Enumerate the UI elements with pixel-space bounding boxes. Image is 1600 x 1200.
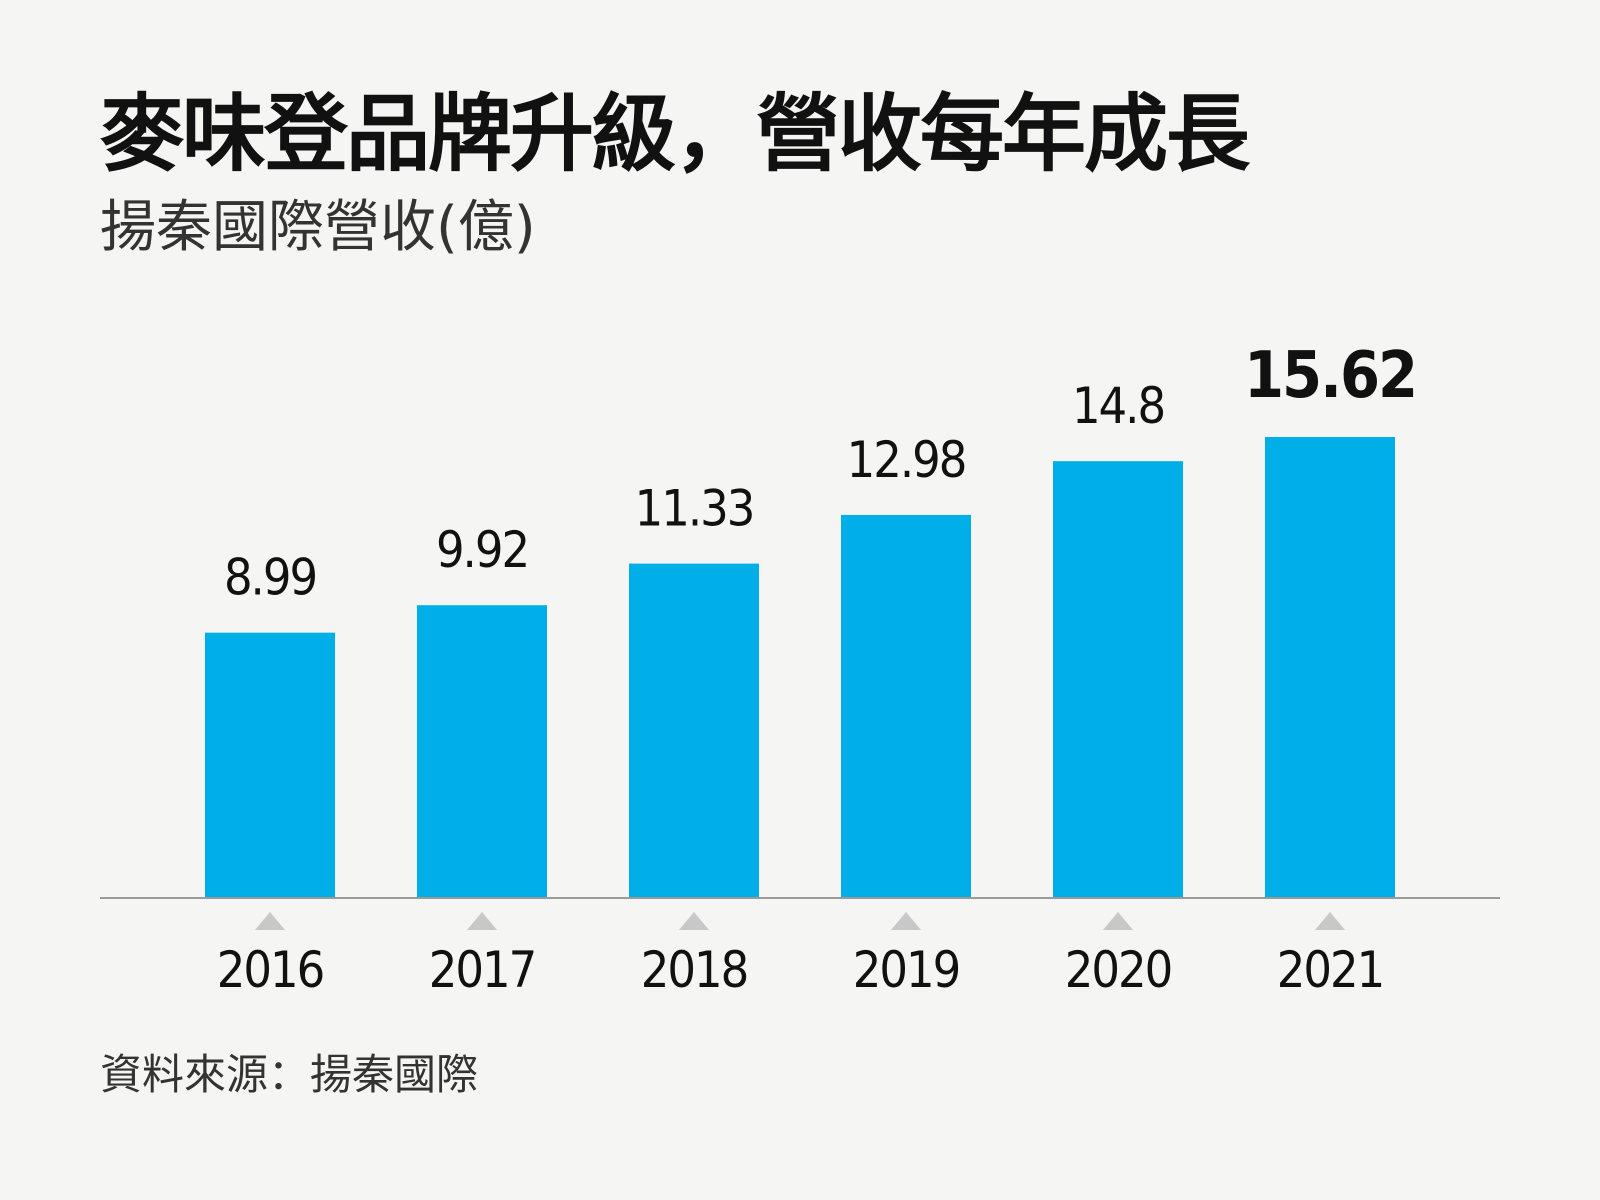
value-label-2020: 14.8: [1072, 377, 1164, 435]
value-label-2017: 9.92: [436, 521, 528, 579]
tick-markers-layer: [255, 912, 1345, 930]
chart-subtitle: 揚秦國際營收(億): [100, 195, 536, 260]
tick-marker-2017: [467, 912, 497, 930]
bar-2018: [629, 563, 759, 898]
value-label-2018: 11.33: [635, 480, 754, 538]
bar-2017: [417, 605, 547, 898]
value-label-2016: 8.99: [224, 549, 316, 607]
tick-marker-2021: [1315, 912, 1345, 930]
bars-layer: [205, 437, 1395, 898]
category-label-2019: 2019: [853, 941, 959, 999]
value-label-2021: 15.62: [1244, 339, 1416, 413]
bar-2020: [1053, 461, 1183, 898]
tick-marker-2020: [1103, 912, 1133, 930]
category-label-2020: 2020: [1065, 941, 1171, 999]
value-label-2019: 12.98: [847, 431, 966, 489]
tick-marker-2016: [255, 912, 285, 930]
labels-layer: 8.99 2016 9.92 2017 11.33 2018 12.98 2019 14.8 20…: [217, 339, 1418, 999]
chart-title: 麥味登品牌升級，營收每年成長: [100, 85, 1250, 183]
source-note: 資料來源：揚秦國際: [100, 1050, 479, 1099]
bar-2019: [841, 514, 971, 898]
category-label-2017: 2017: [429, 941, 535, 999]
category-label-2018: 2018: [641, 941, 747, 999]
category-label-2016: 2016: [217, 941, 323, 999]
tick-marker-2019: [891, 912, 921, 930]
bar-2016: [205, 632, 335, 898]
bar-2021: [1265, 437, 1395, 898]
category-label-2021: 2021: [1277, 941, 1383, 999]
tick-marker-2018: [679, 912, 709, 930]
